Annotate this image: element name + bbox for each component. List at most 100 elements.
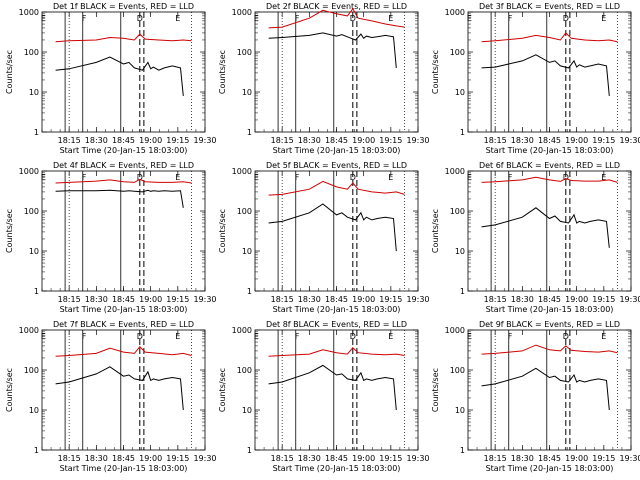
interval-marker-label: E [467, 332, 472, 341]
x-tick-label: 18:30 [85, 454, 108, 463]
x-tick-label: 18:30 [298, 136, 321, 145]
interval-marker-label: E [388, 14, 393, 23]
plot-frame [41, 329, 206, 451]
x-tick-label: 18:15 [484, 454, 507, 463]
interval-marker-label: F [82, 14, 87, 23]
interval-marker-label: E [601, 332, 606, 341]
x-tick-label: 19:15 [379, 454, 402, 463]
y-axis-label: Counts/sec [5, 368, 14, 412]
x-tick-label: 18:15 [58, 454, 81, 463]
events-series-line [268, 364, 397, 411]
x-tick-label: 18:15 [484, 136, 507, 145]
y-tick-label: 10 [29, 247, 39, 256]
y-tick-label: 1 [247, 446, 252, 455]
x-tick-label: 18:15 [58, 295, 81, 304]
y-tick-label: 100 [237, 366, 252, 375]
y-tick-label: 10 [455, 247, 465, 256]
y-tick-label: 100 [450, 366, 465, 375]
interval-marker-label: F [82, 332, 87, 341]
interval-marker-label: E [254, 173, 259, 182]
y-tick-label: 1000 [232, 167, 252, 176]
x-axis-label: Start Time (20-Jan-15 18:03:00) [60, 305, 188, 314]
interval-marker-label: E [175, 332, 180, 341]
interval-marker-label: E [467, 173, 472, 182]
y-axis-label: Counts/sec [431, 209, 440, 253]
x-tick-label: 19:15 [166, 295, 189, 304]
interval-marker-label: E [601, 14, 606, 23]
x-axis-label: Start Time (20-Jan-15 18:03:00) [273, 464, 401, 473]
interval-marker-label: E [388, 173, 393, 182]
x-tick-label: 18:30 [511, 136, 534, 145]
x-tick-label: 19:00 [139, 295, 162, 304]
x-tick-label: 18:45 [112, 454, 135, 463]
panel-title: Det 6f BLACK = Events, RED = LLD [479, 161, 620, 170]
x-tick-label: 19:15 [592, 295, 615, 304]
x-tick-label: 19:30 [406, 295, 429, 304]
x-tick-label: 19:30 [193, 136, 216, 145]
y-tick-label: 1000 [232, 8, 252, 17]
x-tick-label: 19:00 [139, 454, 162, 463]
y-tick-label: 1000 [232, 326, 252, 335]
lld-series-line [481, 176, 618, 183]
x-tick-label: 18:15 [271, 454, 294, 463]
interval-marker-label: F [508, 332, 513, 341]
panel-title: Det 8f BLACK = Events, RED = LLD [266, 320, 407, 329]
interval-marker-label: F [508, 173, 513, 182]
x-tick-label: 19:15 [166, 454, 189, 463]
y-tick-label: 100 [24, 366, 39, 375]
panel-3: Det 3f BLACK = Events, RED = LLD 1 10 100 10… [431, 2, 640, 155]
x-tick-label: 19:00 [565, 295, 588, 304]
y-tick-label: 1 [34, 128, 39, 137]
interval-marker-label: E [254, 14, 259, 23]
y-tick-label: 1000 [19, 167, 39, 176]
x-axis-label: Start Time (20-Jan-15 18:03:00) [486, 464, 614, 473]
events-series-line [481, 207, 610, 248]
y-tick-label: 100 [450, 48, 465, 57]
x-tick-label: 18:15 [484, 295, 507, 304]
plot-frame [467, 170, 632, 292]
x-tick-label: 19:00 [352, 295, 375, 304]
panel-7: Det 7f BLACK = Events, RED = LLD 1 10 100 10… [5, 320, 217, 473]
plot-frame [467, 11, 632, 133]
events-series-line [481, 367, 610, 411]
interval-marker-label: F [508, 14, 513, 23]
x-tick-label: 18:15 [58, 136, 81, 145]
y-tick-label: 1000 [445, 326, 465, 335]
y-tick-label: 1 [460, 446, 465, 455]
panel-title: Det 1f BLACK = Events, RED = LLD [53, 2, 194, 11]
panel-title: Det 9f BLACK = Events, RED = LLD [479, 320, 620, 329]
plot-frame [254, 11, 419, 133]
interval-marker-label: D [563, 173, 569, 182]
interval-marker-label: E [41, 332, 46, 341]
lld-series-line [481, 32, 618, 43]
panel-8: Det 8f BLACK = Events, RED = LLD 1 10 100 10… [218, 320, 430, 473]
y-tick-label: 1000 [19, 8, 39, 17]
y-tick-label: 10 [242, 247, 252, 256]
x-tick-label: 18:30 [511, 295, 534, 304]
y-tick-label: 1000 [445, 8, 465, 17]
panel-title: Det 2f BLACK = Events, RED = LLD [266, 2, 407, 11]
lld-series-line [268, 7, 405, 29]
lld-series-line [481, 344, 618, 355]
x-tick-label: 18:30 [511, 454, 534, 463]
x-tick-label: 19:15 [379, 136, 402, 145]
panel-title: Det 4f BLACK = Events, RED = LLD [53, 161, 194, 170]
panel-2: Det 2f BLACK = Events, RED = LLD 1 10 100 10… [218, 2, 430, 155]
interval-marker-label: D [350, 173, 356, 182]
y-axis-label: Counts/sec [5, 209, 14, 253]
interval-marker-label: D [350, 332, 356, 341]
interval-marker-label: F [295, 14, 300, 23]
interval-marker-label: F [295, 173, 300, 182]
interval-marker-label: D [137, 332, 143, 341]
events-series-line [481, 54, 610, 96]
events-series-line [55, 56, 184, 96]
x-tick-label: 18:30 [85, 136, 108, 145]
y-tick-label: 1000 [445, 167, 465, 176]
panel-9: Det 9f BLACK = Events, RED = LLD 1 10 100 10… [431, 320, 640, 473]
x-tick-label: 19:30 [619, 136, 640, 145]
x-tick-label: 18:45 [325, 295, 348, 304]
events-series-line [55, 189, 184, 208]
y-tick-label: 100 [237, 48, 252, 57]
x-tick-label: 18:45 [112, 136, 135, 145]
events-series-line [55, 366, 184, 411]
